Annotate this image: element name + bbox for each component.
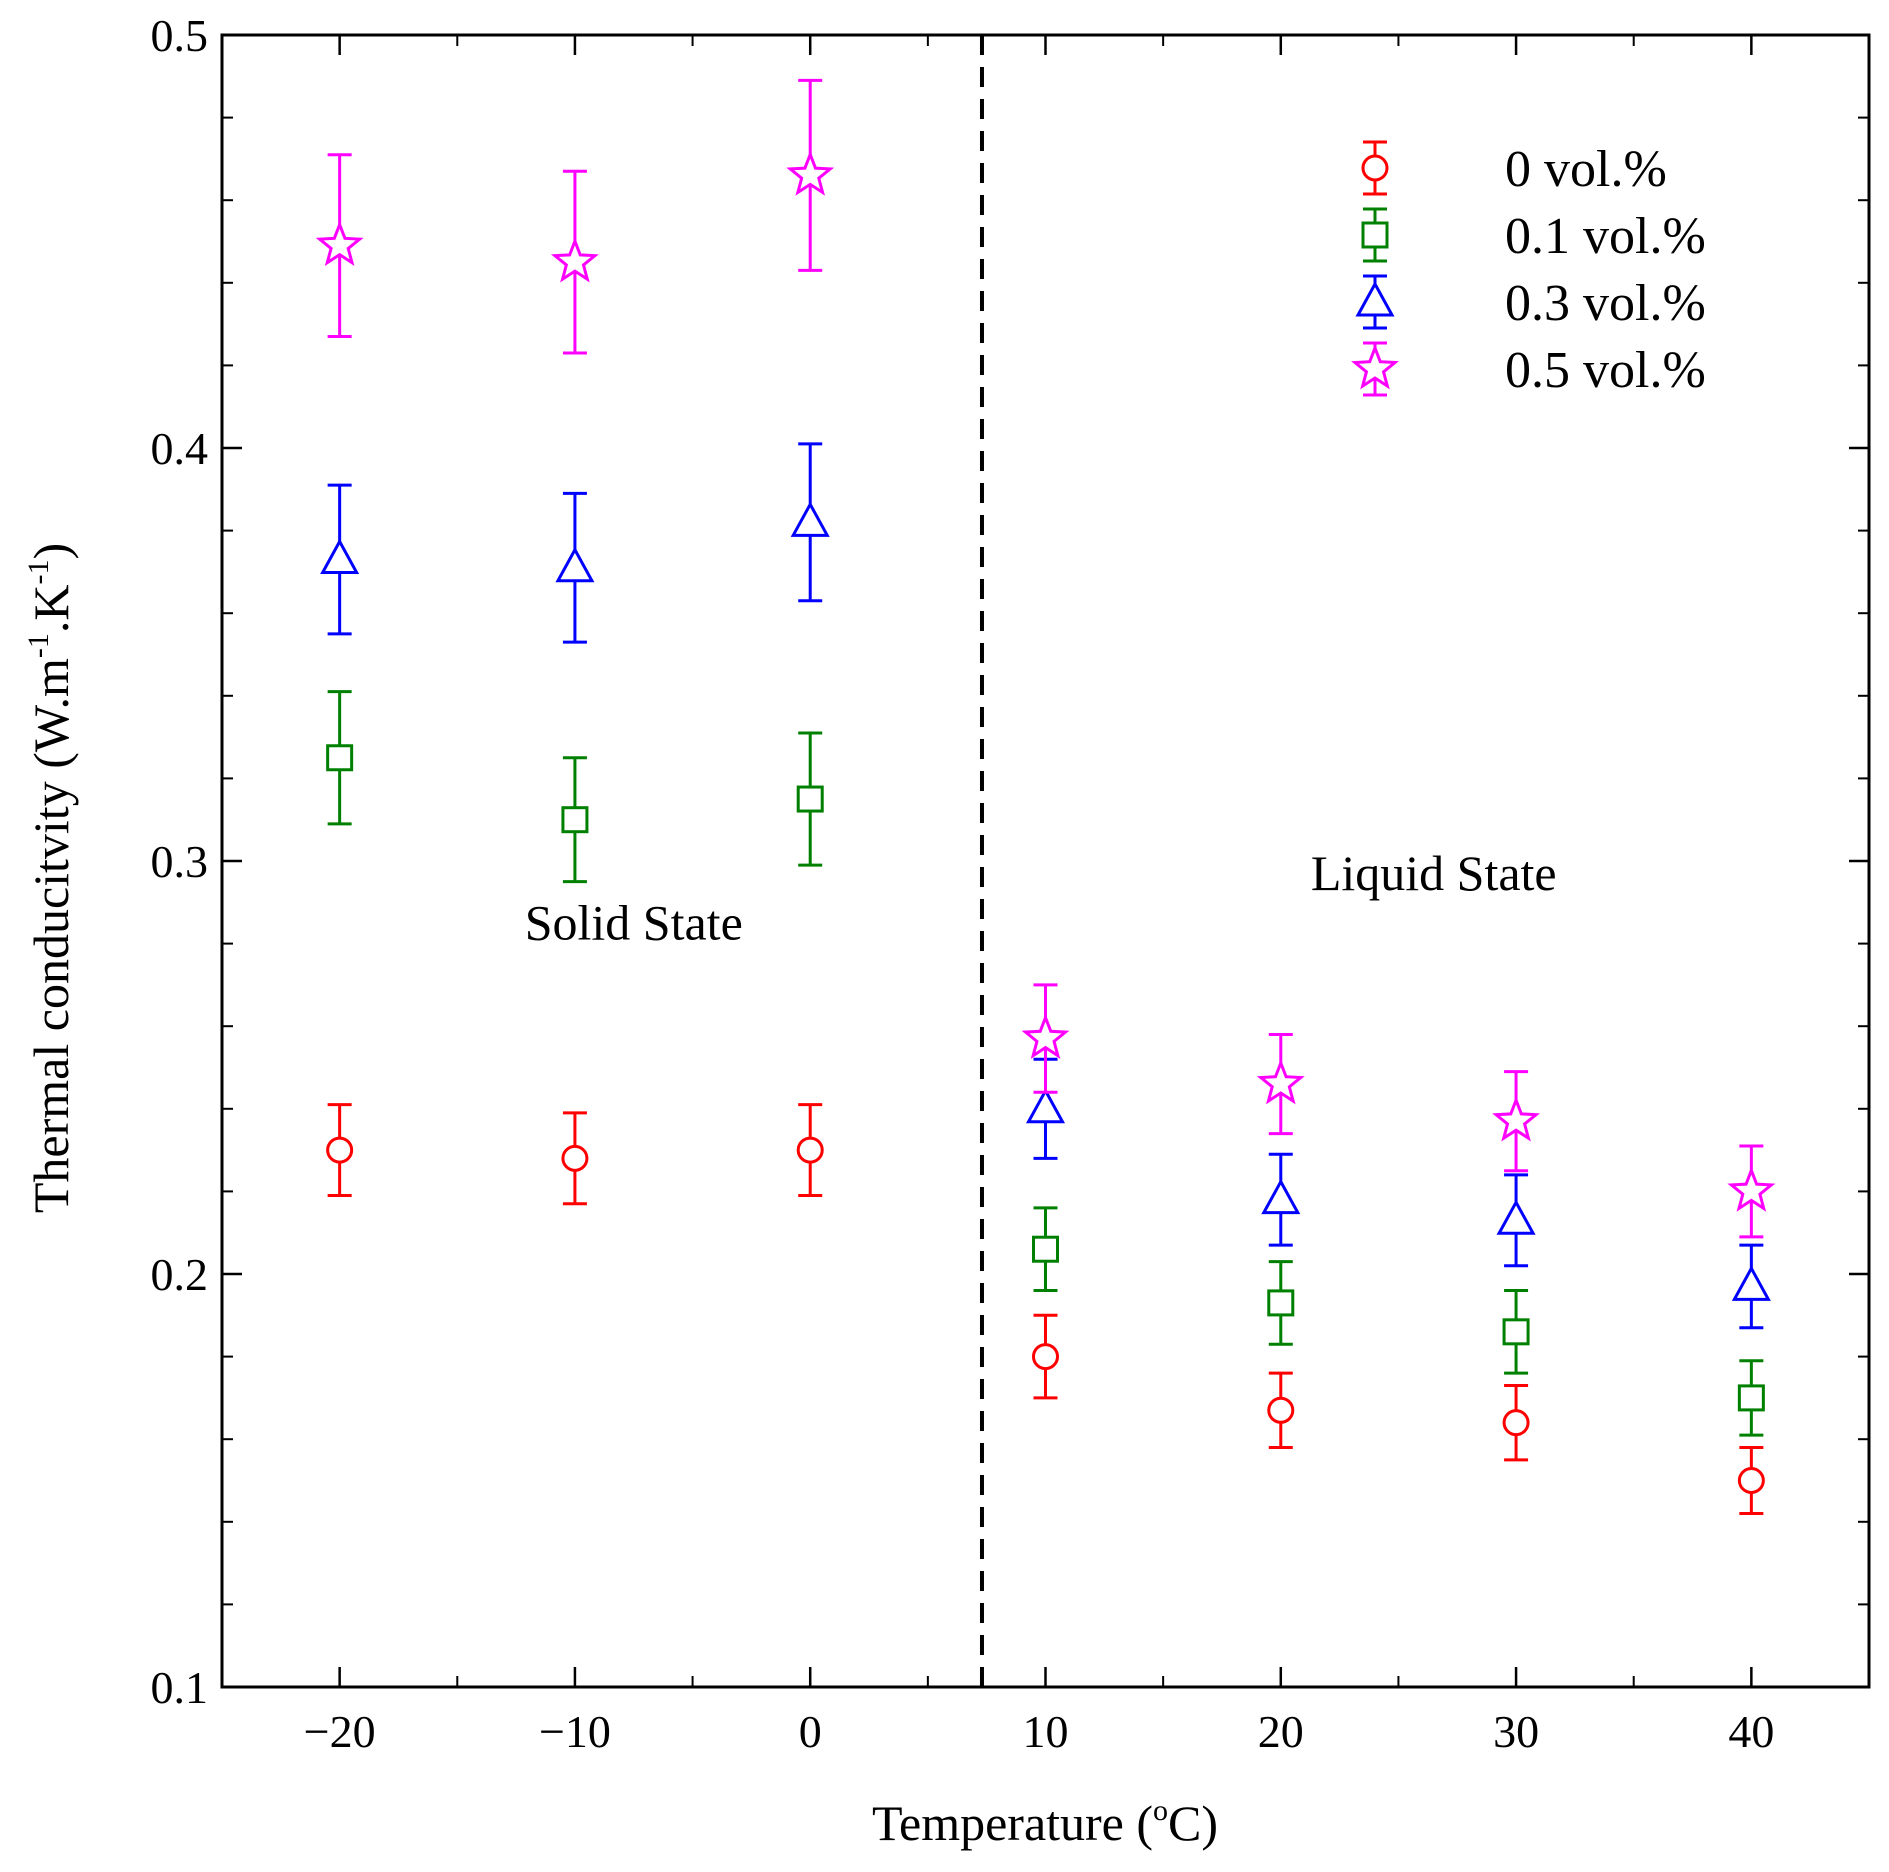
circle-marker bbox=[561, 1144, 589, 1172]
star-marker bbox=[1256, 1058, 1305, 1105]
star-marker bbox=[786, 150, 835, 196]
triangle-marker bbox=[790, 501, 830, 537]
star-marker bbox=[315, 220, 364, 266]
square-marker bbox=[1737, 1384, 1765, 1412]
x-tick-label: 0 bbox=[799, 1706, 822, 1757]
triangle-marker bbox=[555, 546, 595, 583]
legend-entry: 0.5 vol.% bbox=[1351, 341, 1706, 399]
triangle-marker bbox=[1261, 1178, 1301, 1215]
square-marker bbox=[1361, 221, 1389, 249]
legend-label: 0 vol.% bbox=[1505, 141, 1667, 198]
legend-label: 0.5 vol.% bbox=[1505, 342, 1706, 399]
state-annotation: Liquid State bbox=[1311, 845, 1557, 901]
circle-marker bbox=[1502, 1409, 1530, 1437]
star-marker bbox=[1492, 1096, 1541, 1142]
legend-label: 0.3 vol.% bbox=[1505, 275, 1706, 332]
y-tick-label: 0.4 bbox=[151, 423, 209, 474]
series-group bbox=[320, 442, 1771, 1330]
x-tick-label: 40 bbox=[1728, 1706, 1774, 1757]
triangle-marker bbox=[1496, 1199, 1536, 1235]
x-tick-label: −20 bbox=[304, 1706, 376, 1757]
circle-marker bbox=[1267, 1396, 1295, 1424]
circle-marker bbox=[1361, 154, 1389, 182]
circle-marker bbox=[326, 1136, 354, 1164]
series-layer bbox=[315, 78, 1776, 1516]
y-tick-label: 0.3 bbox=[151, 836, 209, 887]
legend-entry: 0.1 vol.% bbox=[1361, 207, 1706, 265]
x-tick-label: 30 bbox=[1493, 1706, 1539, 1757]
triangle-marker bbox=[1355, 280, 1395, 317]
square-marker bbox=[561, 806, 589, 834]
phase-divider-layer: Solid State Liquid State bbox=[525, 35, 1557, 1687]
x-tick-label: 10 bbox=[1023, 1706, 1069, 1757]
triangle-marker bbox=[320, 538, 360, 575]
triangle-marker bbox=[1025, 1087, 1066, 1124]
state-annotation: Solid State bbox=[525, 894, 743, 950]
star-marker bbox=[550, 236, 599, 283]
series-group bbox=[326, 690, 1765, 1437]
square-marker bbox=[1032, 1235, 1059, 1263]
y-tick-label: 0.5 bbox=[151, 10, 209, 61]
y-tick-label: 0.2 bbox=[151, 1249, 209, 1300]
series-group bbox=[315, 78, 1776, 1239]
square-marker bbox=[1502, 1318, 1530, 1346]
star-marker bbox=[1021, 1013, 1070, 1059]
x-tick-label: −10 bbox=[539, 1706, 611, 1757]
square-marker bbox=[1267, 1289, 1295, 1317]
triangle-marker bbox=[1731, 1265, 1771, 1301]
axis-ticks-layer: −20 −10 0 10 20 30 40 0.1 0.2 0.3 0.4 0.5 bbox=[151, 10, 1870, 1757]
legend-entry: 0 vol.% bbox=[1361, 140, 1667, 198]
square-marker bbox=[326, 744, 354, 772]
circle-marker bbox=[1032, 1343, 1059, 1371]
y-axis-title: Thermal conducitvity (W.m-1.K-1) bbox=[22, 543, 79, 1213]
x-tick-label: 20 bbox=[1258, 1706, 1304, 1757]
legend-label: 0.1 vol.% bbox=[1505, 208, 1706, 265]
circle-marker bbox=[1737, 1467, 1765, 1494]
circle-marker bbox=[796, 1136, 824, 1164]
square-marker bbox=[796, 785, 824, 813]
x-axis-title: Temperature (oC) bbox=[872, 1794, 1218, 1851]
y-tick-label: 0.1 bbox=[151, 1662, 209, 1713]
star-marker bbox=[1727, 1166, 1776, 1212]
legend: 0 vol.% 0.1 vol.% 0.3 vol.% 0.5 vol.% bbox=[1351, 140, 1706, 399]
legend-entry: 0.3 vol.% bbox=[1355, 274, 1706, 332]
series-group bbox=[326, 1103, 1765, 1516]
star-marker bbox=[1351, 343, 1399, 390]
